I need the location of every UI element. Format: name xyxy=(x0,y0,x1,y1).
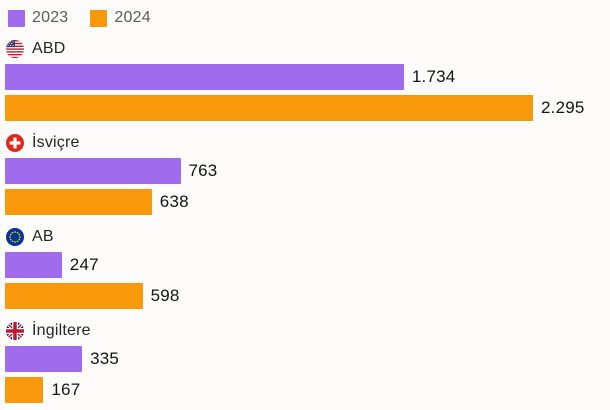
eu-flag-icon xyxy=(6,227,24,246)
group-isvicre: İsviçre 763 638 xyxy=(0,133,610,215)
bar-row-isvicre-2023: 763 xyxy=(5,158,610,184)
bar-ab-2023 xyxy=(5,252,62,278)
bar-value-ingiltere-2023: 335 xyxy=(90,349,120,368)
group-header-isvicre: İsviçre xyxy=(6,133,610,152)
usa-flag-icon xyxy=(6,39,24,58)
uk-flag-icon xyxy=(6,321,24,340)
bar-value-abd-2024: 2.295 xyxy=(541,98,585,117)
bar-row-abd-2024: 2.295 xyxy=(5,95,610,121)
bar-value-abd-2023: 1.734 xyxy=(411,67,456,86)
bar-row-ingiltere-2023: 335 xyxy=(5,346,610,372)
bar-isvicre-2023 xyxy=(5,158,181,184)
bar-row-isvicre-2024: 638 xyxy=(5,189,610,215)
group-name: AB xyxy=(32,227,54,245)
legend-item-2023: 2023 xyxy=(8,9,68,27)
group-header-abd: ABD xyxy=(6,39,610,58)
group-ingiltere: İngiltere 335 167 xyxy=(0,321,610,403)
group-name: İsviçre xyxy=(32,133,80,151)
group-ab: AB 247 598 xyxy=(0,227,610,309)
group-name: ABD xyxy=(32,39,66,57)
switzerland-flag-icon xyxy=(6,133,24,152)
group-header-ingiltere: İngiltere xyxy=(6,321,610,340)
legend: 2023 2024 xyxy=(0,0,610,27)
group-abd: ABD 1.734 2.295 xyxy=(0,39,610,121)
bar-abd-2023 xyxy=(5,64,404,90)
legend-label-2023: 2023 xyxy=(32,9,69,26)
bar-value-ab-2024: 598 xyxy=(150,286,180,305)
group-header-ab: AB xyxy=(6,227,610,246)
bar-value-ab-2023: 247 xyxy=(69,255,99,274)
legend-swatch-2024 xyxy=(90,9,108,27)
group-name: İngiltere xyxy=(32,321,91,339)
bar-isvicre-2024 xyxy=(5,189,152,215)
bar-row-ab-2024: 598 xyxy=(5,283,610,309)
bar-row-ingiltere-2024: 167 xyxy=(5,377,610,403)
bar-ingiltere-2023 xyxy=(5,346,83,372)
bar-row-abd-2023: 1.734 xyxy=(5,64,610,90)
bar-value-isvicre-2024: 638 xyxy=(159,192,189,211)
legend-item-2024: 2024 xyxy=(90,9,151,27)
bar-row-ab-2023: 247 xyxy=(5,252,610,278)
bar-ingiltere-2024 xyxy=(5,377,44,403)
bar-value-isvicre-2023: 763 xyxy=(188,161,218,180)
legend-swatch-2023 xyxy=(8,9,25,27)
bar-abd-2024 xyxy=(5,95,533,121)
legend-label-2024: 2024 xyxy=(114,9,151,26)
bar-ab-2024 xyxy=(5,283,143,309)
bar-value-ingiltere-2024: 167 xyxy=(51,380,81,399)
